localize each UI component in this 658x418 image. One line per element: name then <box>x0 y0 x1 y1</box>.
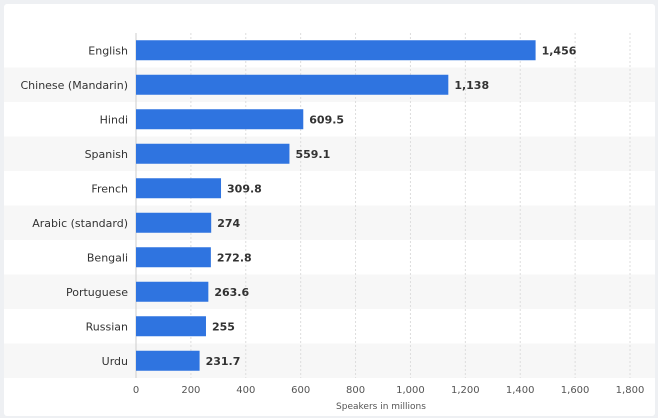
bar <box>136 74 449 95</box>
category-label: Hindi <box>100 113 128 126</box>
category-label: Chinese (Mandarin) <box>20 79 128 92</box>
category-label: Bengali <box>87 251 128 264</box>
x-tick-label: 600 <box>291 385 310 396</box>
category-label: Urdu <box>102 355 128 368</box>
row-bands <box>4 67 655 378</box>
category-label: Arabic (standard) <box>32 217 128 230</box>
x-tick-label: 800 <box>346 385 365 396</box>
bar <box>136 143 290 164</box>
value-label: 309.8 <box>227 182 262 195</box>
x-tick-label: 1,200 <box>451 385 480 396</box>
category-label: English <box>88 44 128 57</box>
value-label: 1,138 <box>454 79 489 92</box>
row-band <box>4 205 655 240</box>
value-label: 263.6 <box>214 286 249 299</box>
bar <box>136 178 222 199</box>
x-tick-label: 200 <box>181 385 200 396</box>
bar <box>136 316 206 337</box>
x-tick-label: 400 <box>236 385 255 396</box>
category-label: Spanish <box>85 148 128 161</box>
value-label: 559.1 <box>295 148 330 161</box>
bar <box>136 109 304 130</box>
row-band <box>4 136 655 171</box>
x-tick-label: 1,000 <box>396 385 425 396</box>
value-label: 255 <box>212 320 235 333</box>
value-label: 274 <box>217 217 240 230</box>
x-tick-label: 0 <box>133 385 139 396</box>
category-label: Russian <box>86 320 128 333</box>
value-label: 272.8 <box>217 251 252 264</box>
chart-card: English Chinese (Mandarin) Hindi Spanish Fre… <box>4 4 655 416</box>
bar <box>136 350 200 371</box>
bar-chart: English Chinese (Mandarin) Hindi Spanish Fre… <box>4 33 655 412</box>
x-axis-title: Speakers in millions <box>336 402 426 412</box>
bar <box>136 212 212 233</box>
bar <box>136 40 536 61</box>
bar <box>136 247 211 268</box>
row-band <box>4 274 655 309</box>
value-labels: 1,456 1,138 609.5 559.1 309.8 274 272.8 263.6 25… <box>206 44 577 368</box>
value-label: 1,456 <box>542 44 577 57</box>
category-label: Portuguese <box>66 286 128 299</box>
x-tick-label: 1,800 <box>616 385 645 396</box>
x-tick-labels: 0 200 400 600 800 1,000 1,200 1,400 1,600 1,800 <box>133 385 645 396</box>
bars <box>136 40 536 371</box>
value-label: 231.7 <box>206 355 241 368</box>
category-labels: English Chinese (Mandarin) Hindi Spanish Fre… <box>20 44 128 368</box>
row-band <box>4 343 655 378</box>
x-tick-label: 1,400 <box>506 385 535 396</box>
value-label: 609.5 <box>309 113 344 126</box>
category-label: French <box>91 182 128 195</box>
x-tick-label: 1,600 <box>561 385 590 396</box>
bar <box>136 281 209 302</box>
